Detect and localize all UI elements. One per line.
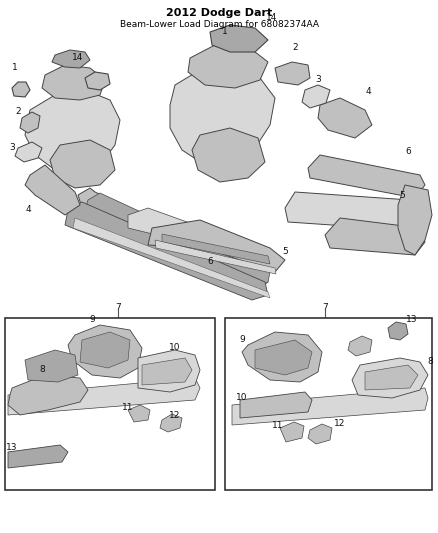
Text: 10: 10: [169, 343, 181, 352]
Polygon shape: [398, 185, 432, 255]
Text: 8: 8: [39, 366, 45, 375]
Text: 4: 4: [25, 206, 31, 214]
Polygon shape: [73, 218, 270, 298]
Polygon shape: [160, 414, 182, 432]
Polygon shape: [240, 392, 312, 418]
Text: 9: 9: [89, 316, 95, 325]
Polygon shape: [302, 85, 330, 108]
Text: 14: 14: [72, 53, 84, 62]
Polygon shape: [15, 142, 42, 162]
Polygon shape: [80, 332, 130, 368]
Polygon shape: [318, 98, 372, 138]
Text: 12: 12: [334, 419, 346, 429]
Text: 3: 3: [9, 143, 15, 152]
Polygon shape: [42, 65, 105, 100]
Polygon shape: [78, 188, 268, 290]
Polygon shape: [52, 50, 90, 68]
Polygon shape: [210, 25, 268, 52]
Text: 11: 11: [122, 403, 134, 413]
Polygon shape: [155, 240, 276, 274]
Polygon shape: [25, 165, 80, 215]
Polygon shape: [138, 350, 200, 392]
Polygon shape: [308, 424, 332, 444]
Polygon shape: [162, 234, 270, 264]
Polygon shape: [8, 445, 68, 468]
Text: 2: 2: [15, 108, 21, 117]
Text: 4: 4: [365, 87, 371, 96]
Polygon shape: [325, 218, 425, 255]
Polygon shape: [128, 208, 262, 266]
Polygon shape: [365, 365, 418, 390]
Bar: [225, 318, 432, 490]
Polygon shape: [8, 375, 88, 415]
Bar: [5, 318, 215, 490]
Polygon shape: [142, 358, 192, 385]
Polygon shape: [128, 405, 150, 422]
Polygon shape: [25, 350, 78, 382]
Polygon shape: [255, 340, 312, 375]
Polygon shape: [285, 192, 420, 230]
Polygon shape: [8, 378, 200, 415]
Text: 1: 1: [222, 28, 228, 36]
Polygon shape: [65, 202, 268, 300]
Text: 13: 13: [406, 316, 418, 325]
Polygon shape: [232, 388, 428, 425]
Polygon shape: [20, 112, 40, 133]
Text: 7: 7: [322, 303, 328, 312]
Text: 3: 3: [315, 76, 321, 85]
Text: 7: 7: [115, 303, 121, 312]
Text: 11: 11: [272, 422, 284, 431]
Polygon shape: [68, 325, 142, 378]
Text: 5: 5: [399, 190, 405, 199]
Polygon shape: [50, 140, 115, 188]
Text: 9: 9: [239, 335, 245, 344]
Text: 6: 6: [405, 148, 411, 157]
Text: 13: 13: [6, 443, 18, 453]
Polygon shape: [352, 358, 428, 398]
Text: Beam-Lower Load Diagram for 68082374AA: Beam-Lower Load Diagram for 68082374AA: [120, 20, 318, 29]
Polygon shape: [192, 128, 265, 182]
Text: 6: 6: [207, 257, 213, 266]
Polygon shape: [280, 422, 304, 442]
Polygon shape: [188, 45, 268, 88]
Polygon shape: [348, 336, 372, 356]
Text: 8: 8: [427, 358, 433, 367]
Text: 2012 Dodge Dart: 2012 Dodge Dart: [166, 8, 272, 18]
Text: 1: 1: [12, 63, 18, 72]
Text: 14: 14: [266, 13, 278, 22]
Text: 12: 12: [170, 410, 181, 419]
Text: 10: 10: [236, 393, 248, 402]
Polygon shape: [388, 322, 408, 340]
Text: 5: 5: [282, 247, 288, 256]
Polygon shape: [148, 220, 285, 272]
Polygon shape: [170, 68, 275, 165]
Polygon shape: [12, 82, 30, 97]
Polygon shape: [85, 72, 110, 90]
Polygon shape: [25, 90, 120, 175]
Polygon shape: [275, 62, 310, 85]
Polygon shape: [242, 332, 322, 382]
Text: 2: 2: [292, 44, 298, 52]
Polygon shape: [85, 193, 270, 290]
Polygon shape: [308, 155, 425, 198]
